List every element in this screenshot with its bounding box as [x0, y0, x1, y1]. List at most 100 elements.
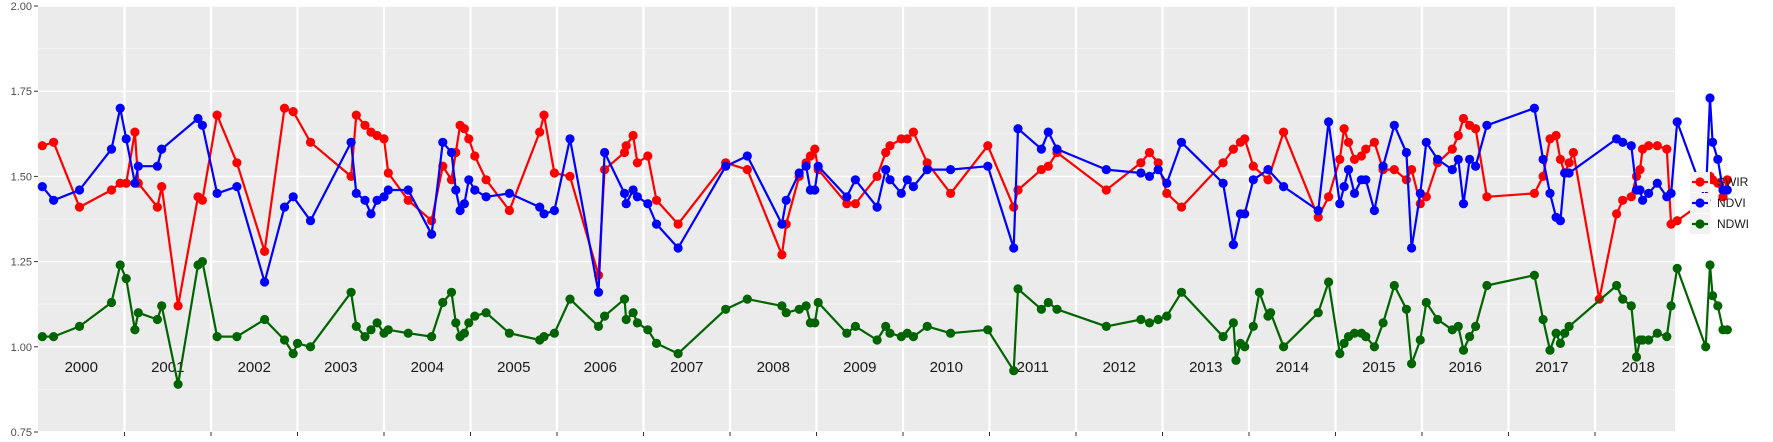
data-point-ndwi [1324, 277, 1334, 287]
data-point-ndvi [742, 151, 752, 161]
data-point-swir [1228, 144, 1238, 154]
series-ndwi [37, 257, 1732, 389]
data-point-ndvi [383, 185, 393, 195]
data-point-ndwi [197, 257, 207, 267]
data-point-ndwi [1052, 304, 1062, 314]
year-label-2011: 2011 [1017, 359, 1049, 376]
data-point-ndwi [946, 328, 956, 338]
data-point-ndvi [260, 277, 270, 287]
data-point-swir [1263, 175, 1273, 185]
data-point-ndwi [794, 304, 804, 314]
data-point-ndwi [1482, 280, 1492, 291]
data-point-ndwi [600, 311, 610, 321]
year-label-2000: 2000 [65, 359, 98, 376]
data-point-ndwi [446, 287, 457, 297]
data-point-ndwi [850, 321, 861, 331]
data-point-swir [1713, 178, 1723, 188]
data-point-ndvi [1389, 120, 1399, 130]
data-point-swir [74, 202, 85, 212]
data-point-ndvi [535, 202, 545, 212]
data-point-swir [1722, 175, 1732, 185]
data-point-ndvi [1043, 127, 1053, 137]
data-point-ndwi [643, 325, 653, 335]
data-point-ndwi [1545, 345, 1555, 355]
data-point-ndvi [1482, 120, 1492, 130]
data-point-ndwi [1465, 332, 1475, 342]
data-point-ndwi [1389, 280, 1399, 291]
data-point-ndvi [481, 192, 491, 202]
data-point-ndwi [872, 335, 882, 345]
data-point-swir [1349, 154, 1360, 164]
data-point-ndvi [628, 185, 638, 195]
data-point-swir [1389, 165, 1399, 175]
data-point-ndwi [360, 332, 370, 342]
data-point-ndvi [106, 144, 117, 154]
data-point-ndvi [1708, 137, 1718, 147]
data-point-swir [1529, 188, 1539, 198]
data-point-ndwi [106, 297, 117, 308]
data-point-ndwi [1415, 335, 1425, 345]
data-point-ndvi [1228, 240, 1238, 250]
y-axis: 0.75 1.00 1.25 1.50 1.75 2.00 [11, 1, 38, 439]
legend-item-swir: SWIR [1690, 172, 1749, 192]
data-point-swir [1144, 147, 1155, 158]
data-point-ndvi [1401, 147, 1411, 158]
data-point-ndwi [260, 314, 270, 325]
data-point-ndvi [1618, 137, 1628, 147]
data-point-swir [643, 151, 653, 161]
data-point-swir [535, 127, 545, 137]
data-point-ndvi [1538, 154, 1548, 164]
year-label-2018: 2018 [1622, 359, 1655, 376]
data-point-ndwi [130, 325, 140, 335]
data-point-ndwi [459, 328, 469, 338]
data-point-ndvi [600, 147, 610, 158]
data-point-ndvi [427, 229, 437, 239]
data-point-ndwi [1644, 335, 1654, 345]
data-point-ndwi [152, 314, 162, 325]
data-point-swir [212, 110, 222, 120]
data-point-ndvi [813, 161, 823, 171]
data-point-ndwi [1369, 342, 1379, 352]
data-point-swir [673, 219, 683, 229]
data-point-ndvi [438, 137, 448, 147]
data-point-ndvi [193, 113, 203, 124]
data-point-swir [427, 216, 437, 226]
data-point-ndvi [1339, 182, 1349, 192]
data-point-swir [260, 246, 270, 256]
data-point-ndvi [1101, 165, 1111, 175]
data-point-ndwi [922, 321, 932, 331]
data-point-swir [1324, 192, 1334, 202]
data-point-swir [1240, 134, 1250, 144]
data-point-ndvi [1240, 209, 1250, 219]
data-point-ndvi [446, 147, 457, 158]
data-point-ndwi [777, 301, 787, 311]
data-point-ndvi [1672, 117, 1682, 127]
data-point-ndvi [360, 195, 370, 205]
data-point-swir [1618, 195, 1628, 205]
data-point-ndwi [366, 325, 376, 335]
data-point-swir [1176, 202, 1187, 212]
data-point-ndwi [1349, 328, 1360, 338]
data-point-ndwi [801, 301, 811, 311]
data-point-swir [481, 175, 491, 185]
data-point-ndvi [1349, 188, 1360, 198]
data-point-swir [1136, 158, 1146, 168]
data-point-swir [1279, 127, 1289, 137]
data-point-ndvi [197, 120, 207, 130]
data-point-ndvi [539, 209, 549, 219]
data-point-ndvi [673, 243, 683, 253]
data-point-ndvi [881, 165, 891, 175]
data-point-ndvi [464, 175, 474, 185]
data-point-swir [842, 199, 852, 209]
data-point-ndwi [212, 332, 222, 342]
data-point-ndvi [850, 175, 861, 185]
year-label-2016: 2016 [1449, 359, 1482, 376]
data-point-ndwi [673, 349, 683, 359]
data-point-swir [777, 250, 787, 260]
data-point-ndwi [1555, 338, 1565, 348]
data-point-ndvi [1433, 154, 1443, 164]
data-point-swir [908, 127, 919, 137]
data-point-swir [885, 141, 895, 151]
data-point-ndwi [1009, 366, 1019, 376]
data-point-ndwi [74, 321, 85, 331]
